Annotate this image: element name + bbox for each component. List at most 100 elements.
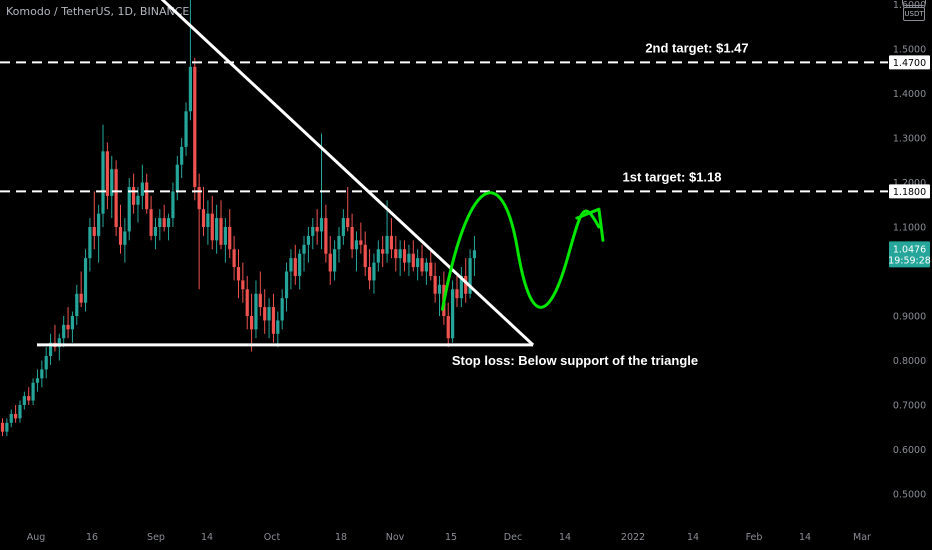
candle-body xyxy=(324,218,328,254)
candle xyxy=(136,186,140,223)
candle xyxy=(263,289,267,334)
candle xyxy=(402,240,407,272)
candle xyxy=(359,222,363,254)
candle xyxy=(197,173,201,290)
candle xyxy=(132,173,136,214)
y-tick-label: 0.6000 xyxy=(893,445,926,456)
candle xyxy=(5,418,9,437)
y-tick-label: 0.7000 xyxy=(893,401,926,412)
candle-body xyxy=(394,249,398,259)
candles-layer xyxy=(0,0,477,437)
candle-body xyxy=(158,218,162,227)
candle xyxy=(105,142,109,210)
candle xyxy=(416,249,420,281)
candle xyxy=(284,262,289,312)
candle-body xyxy=(118,227,123,245)
candle xyxy=(180,138,184,179)
candle xyxy=(446,302,450,348)
candle xyxy=(437,275,442,316)
candle-body xyxy=(149,209,153,236)
candle-body xyxy=(354,240,359,250)
candle xyxy=(0,418,5,437)
candle-body xyxy=(302,244,306,254)
candle-body xyxy=(31,382,35,401)
target-label: 2nd target: $1.47 xyxy=(645,40,748,55)
candle xyxy=(62,316,66,348)
y-tick-label: 1.1000 xyxy=(893,223,926,234)
candle xyxy=(407,244,411,276)
y-tick-label: 0.9000 xyxy=(893,312,926,323)
target-price-badge xyxy=(889,55,930,70)
candle-body xyxy=(359,240,363,245)
y-tick-label: 1.3000 xyxy=(893,134,926,145)
candle-body xyxy=(66,324,70,330)
candle xyxy=(66,307,70,339)
candle xyxy=(468,249,472,299)
candle xyxy=(376,240,380,272)
y-tick-label: 0.5000 xyxy=(893,490,926,501)
current-price-label: 1.0476 xyxy=(893,244,926,255)
candle-body xyxy=(27,396,31,401)
x-tick-label: 18 xyxy=(335,532,347,543)
x-tick-label: Dec xyxy=(504,532,522,543)
triangle-resistance-line xyxy=(160,0,535,347)
candle-body xyxy=(215,218,219,241)
candle xyxy=(210,195,214,250)
candle xyxy=(271,293,276,343)
candle xyxy=(258,271,262,316)
y-tick-label: 1.2000 xyxy=(893,178,926,189)
candle xyxy=(245,275,249,330)
candle xyxy=(455,275,459,308)
candle-body xyxy=(62,324,66,339)
candle xyxy=(472,235,477,276)
candle-body xyxy=(267,307,271,321)
candle-body xyxy=(180,146,184,165)
candle xyxy=(215,204,219,254)
candle xyxy=(276,311,280,348)
stop-loss-label: Stop loss: Below support of the triangle xyxy=(452,353,698,368)
x-tick-label: Feb xyxy=(746,532,763,543)
candle-body xyxy=(416,258,420,268)
candle-body xyxy=(236,267,241,281)
candle-body xyxy=(333,249,337,272)
candle xyxy=(123,218,127,263)
candle-body xyxy=(57,338,61,348)
candle-body xyxy=(429,262,433,276)
candle-body xyxy=(201,209,206,227)
countdown-label: 19:59:28 xyxy=(888,255,931,266)
candle xyxy=(236,249,241,299)
candle-body xyxy=(92,227,96,236)
candle-body xyxy=(376,249,380,263)
candle xyxy=(88,218,92,272)
candle-body xyxy=(263,307,267,321)
candle xyxy=(381,235,385,268)
candle xyxy=(92,191,96,250)
candle xyxy=(48,333,53,365)
candle-body xyxy=(381,249,385,254)
candle xyxy=(110,155,114,219)
candle xyxy=(333,240,337,281)
candle-body xyxy=(341,218,345,236)
candle xyxy=(433,262,437,303)
candle-body xyxy=(350,227,354,250)
candle-body xyxy=(206,213,210,227)
x-tick-label: 14 xyxy=(559,532,571,543)
x-tick-label: 14 xyxy=(687,532,699,543)
candle-body xyxy=(315,227,319,232)
candle xyxy=(140,164,144,210)
candle xyxy=(97,204,101,263)
candle xyxy=(153,218,158,250)
candle xyxy=(394,235,398,272)
candle-body xyxy=(306,235,310,245)
candle-body xyxy=(75,293,79,316)
candle xyxy=(9,409,13,428)
target-price-label: 1.1800 xyxy=(893,187,926,198)
candle-body xyxy=(40,369,44,379)
currency-badge[interactable]: USDT xyxy=(903,7,925,21)
candle-body xyxy=(136,195,140,205)
y-tick-label: 1.5000 xyxy=(893,45,926,56)
candle xyxy=(324,204,328,263)
candle xyxy=(367,249,372,290)
candle xyxy=(302,235,306,272)
